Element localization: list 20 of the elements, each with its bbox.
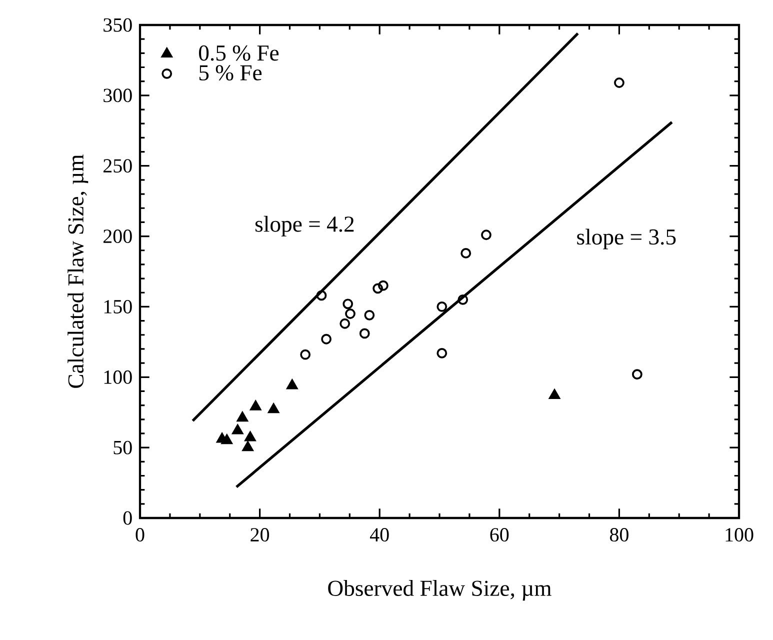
- legend-label: 0.5 % Fe: [199, 45, 279, 61]
- x-tick-label: 80: [610, 528, 628, 542]
- y-tick-label: 300: [104, 88, 132, 102]
- y-tick-label: 150: [104, 300, 132, 314]
- y-tick-label: 100: [104, 370, 132, 384]
- legend-label: 5 % Fe: [199, 65, 262, 80]
- annotation: slope = 3.5: [577, 228, 676, 250]
- x-tick-label: 40: [370, 528, 389, 542]
- y-tick-label: 200: [104, 230, 132, 244]
- x-tick-label: 20: [250, 528, 270, 542]
- y-axis-title: Calculated Flaw Size, µm: [68, 154, 88, 388]
- x-tick-label: 60: [490, 528, 509, 542]
- x-tick-label: 100: [726, 528, 754, 542]
- x-axis-title: Observed Flaw Size, µm: [328, 580, 552, 601]
- y-tick-label: 350: [104, 18, 132, 32]
- y-tick-label: 250: [104, 159, 132, 173]
- y-tick-label: 50: [114, 440, 132, 454]
- x-tick-label: 0: [136, 528, 144, 542]
- y-tick-label: 0: [123, 511, 132, 525]
- annotation: slope = 4.2: [256, 216, 354, 236]
